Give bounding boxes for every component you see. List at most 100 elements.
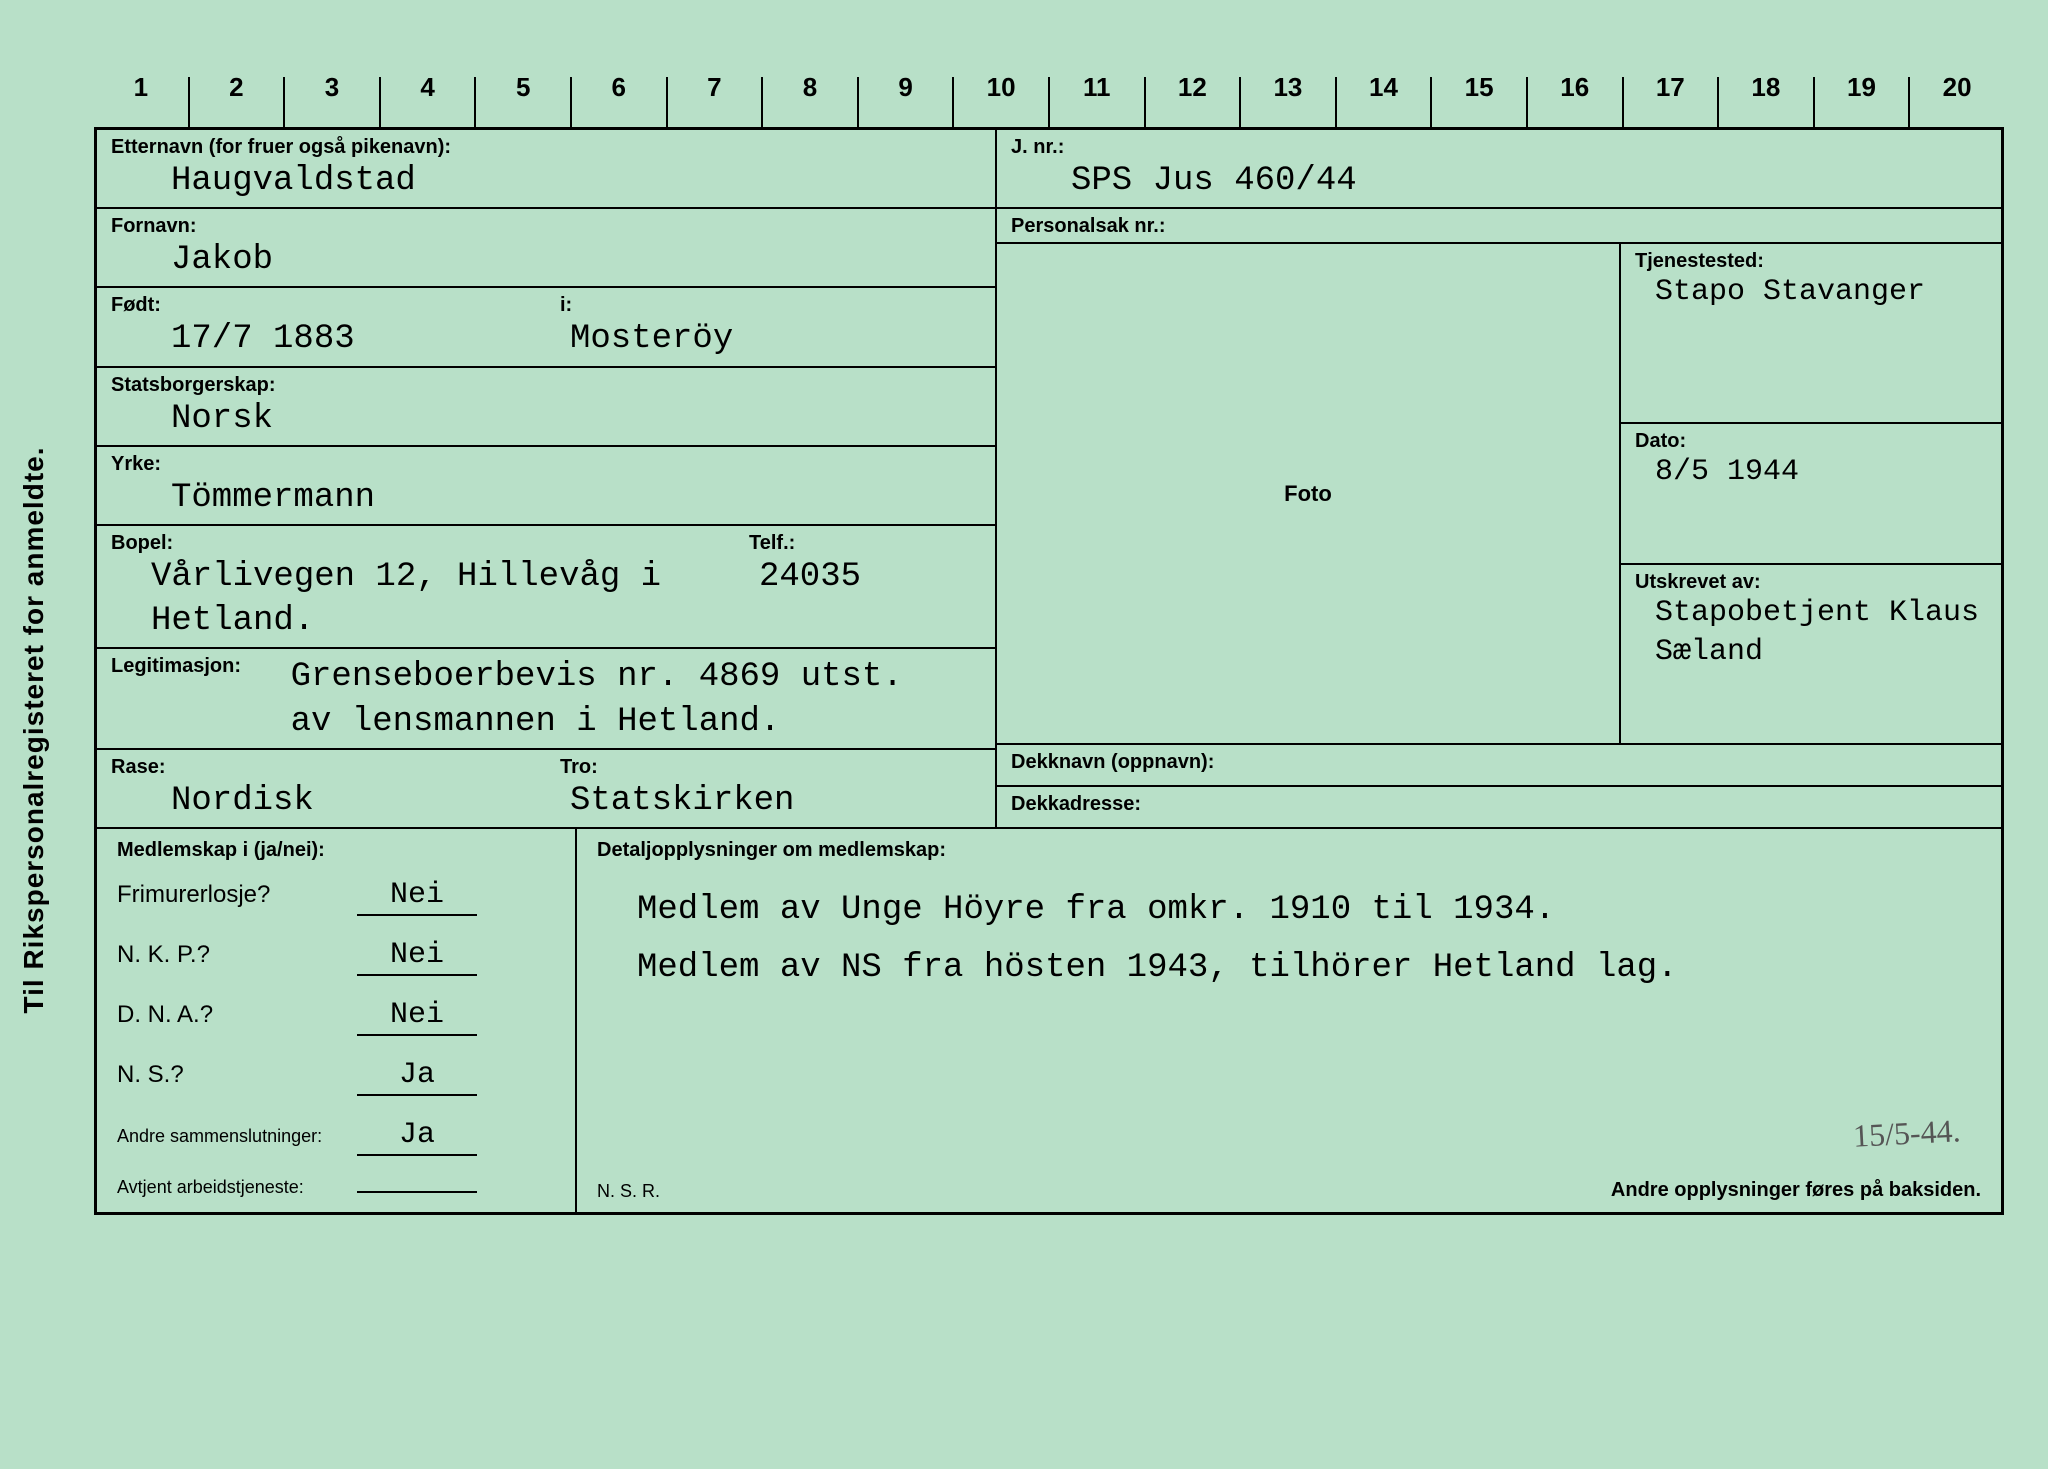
ruler-cell: 1 xyxy=(94,77,190,127)
ruler-cell: 9 xyxy=(859,77,955,127)
member-value: Nei xyxy=(357,998,477,1036)
label-yrke: Yrke: xyxy=(111,453,981,476)
label-fodt-i: i: xyxy=(560,294,981,317)
label-fornavn: Fornavn: xyxy=(111,215,981,238)
member-label: N. S.? xyxy=(117,1061,357,1089)
member-row-andre: Andre sammenslutninger: Ja xyxy=(117,1118,555,1156)
label-bopel: Bopel: xyxy=(111,532,721,555)
value-statsborger: Norsk xyxy=(111,397,981,441)
nsr-mark: N. S. R. xyxy=(597,1181,660,1202)
member-label-avtjent: Avtjent arbeidstjeneste: xyxy=(117,1178,357,1198)
field-dekknavn: Dekknavn (oppnavn): xyxy=(997,745,2001,787)
member-row-avtjent: Avtjent arbeidstjeneste: xyxy=(117,1178,555,1198)
details-line2: Medlem av NS fra hösten 1943, tilhörer H… xyxy=(597,940,1981,998)
field-fodt-row: Født: 17/7 1883 i: Mosteröy xyxy=(97,288,995,367)
label-telf: Telf.: xyxy=(749,532,981,555)
ruler-cell: 6 xyxy=(572,77,668,127)
value-yrke: Tömmermann xyxy=(111,476,981,520)
ruler-cell: 11 xyxy=(1050,77,1146,127)
value-utskrevet: Stapobetjent Klaus Sæland xyxy=(1635,594,1987,672)
label-jnr: J. nr.: xyxy=(1011,136,1987,159)
field-dekkadresse: Dekkadresse: xyxy=(997,787,2001,829)
label-personalsak: Personalsak nr.: xyxy=(1011,215,1987,238)
field-bopel-row: Bopel: Vårlivegen 12, Hillevåg i Hetland… xyxy=(97,526,995,649)
foto-placeholder: Foto xyxy=(997,244,1621,745)
vertical-title: Til Rikspersonalregisteret for anmeldte. xyxy=(18,447,50,1014)
top-ruler: 1 2 3 4 5 6 7 8 9 10 11 12 13 14 15 16 1… xyxy=(94,40,2004,130)
details-title: Detaljopplysninger om medlemskap: xyxy=(597,839,1981,862)
label-statsborger: Statsborgerskap: xyxy=(111,374,981,397)
member-value-avtjent xyxy=(357,1189,477,1193)
value-fodt-i: Mosteröy xyxy=(560,317,981,361)
value-jnr: SPS Jus 460/44 xyxy=(1011,159,1987,203)
ruler-cell: 4 xyxy=(381,77,477,127)
label-dekknavn: Dekknavn (oppnavn): xyxy=(1011,751,1987,774)
right-stack: Tjenestested: Stapo Stavanger Dato: 8/5 … xyxy=(1621,244,2001,745)
label-fodt: Født: xyxy=(111,294,532,317)
field-rase-tro: Rase: Nordisk Tro: Statskirken xyxy=(97,750,995,829)
value-dato: 8/5 1944 xyxy=(1635,453,1987,492)
ruler-cell: 8 xyxy=(763,77,859,127)
member-label: N. K. P.? xyxy=(117,941,357,969)
value-rase: Nordisk xyxy=(111,779,532,823)
ruler-cell: 19 xyxy=(1815,77,1911,127)
value-tjenestested: Stapo Stavanger xyxy=(1635,273,1987,312)
value-tro: Statskirken xyxy=(560,779,981,823)
member-label: D. N. A.? xyxy=(117,1001,357,1029)
member-value: Nei xyxy=(357,878,477,916)
value-legit: Grenseboerbevis nr. 4869 utst. av lensma… xyxy=(251,655,951,743)
field-statsborger: Statsborgerskap: Norsk xyxy=(97,368,995,447)
label-legit: Legitimasjon: xyxy=(111,655,241,677)
label-tjenestested: Tjenestested: xyxy=(1635,250,1987,273)
details-line1: Medlem av Unge Höyre fra omkr. 1910 til … xyxy=(597,882,1981,940)
left-column: Etternavn (for fruer også pikenavn): Hau… xyxy=(97,130,997,829)
field-legit: Legitimasjon: Grenseboerbevis nr. 4869 u… xyxy=(97,649,995,749)
ruler-cell: 3 xyxy=(285,77,381,127)
value-fornavn: Jakob xyxy=(111,238,981,282)
ruler-cell: 2 xyxy=(190,77,286,127)
ruler-cell: 16 xyxy=(1528,77,1624,127)
ruler-cell: 10 xyxy=(954,77,1050,127)
handwritten-date: 15/5-44. xyxy=(1853,1112,1962,1155)
right-area: J. nr.: SPS Jus 460/44 Personalsak nr.: … xyxy=(997,130,2001,829)
label-utskrevet: Utskrevet av: xyxy=(1635,571,1987,594)
ruler-cell: 13 xyxy=(1241,77,1337,127)
label-dekkadresse: Dekkadresse: xyxy=(1011,793,1987,816)
field-utskrevet: Utskrevet av: Stapobetjent Klaus Sæland xyxy=(1621,565,2001,745)
membership-title: Medlemskap i (ja/nei): xyxy=(117,839,555,862)
value-telf: 24035 xyxy=(749,555,981,599)
label-rase: Rase: xyxy=(111,756,532,779)
ruler-cell: 7 xyxy=(668,77,764,127)
field-fornavn: Fornavn: Jakob xyxy=(97,209,995,288)
member-value: Nei xyxy=(357,938,477,976)
lower-section: Medlemskap i (ja/nei): Frimurerlosje? Ne… xyxy=(94,829,2004,1215)
value-fodt: 17/7 1883 xyxy=(111,317,532,361)
field-tjenestested: Tjenestested: Stapo Stavanger xyxy=(1621,244,2001,424)
member-row: D. N. A.? Nei xyxy=(117,998,555,1036)
ruler-cell: 18 xyxy=(1719,77,1815,127)
ruler-cell: 14 xyxy=(1337,77,1433,127)
member-label-andre: Andre sammenslutninger: xyxy=(117,1127,357,1147)
member-label: Frimurerlosje? xyxy=(117,881,357,909)
label-etternavn: Etternavn (for fruer også pikenavn): xyxy=(111,136,981,159)
member-value-andre: Ja xyxy=(357,1118,477,1156)
card-content: 1 2 3 4 5 6 7 8 9 10 11 12 13 14 15 16 1… xyxy=(94,40,2004,1420)
registration-card: Til Rikspersonalregisteret for anmeldte.… xyxy=(44,40,2004,1420)
ruler-cell: 5 xyxy=(476,77,572,127)
ruler-cell: 17 xyxy=(1624,77,1720,127)
label-foto: Foto xyxy=(1284,481,1332,507)
label-dato: Dato: xyxy=(1635,430,1987,453)
value-etternavn: Haugvaldstad xyxy=(111,159,981,203)
upper-grid: Etternavn (for fruer også pikenavn): Hau… xyxy=(94,130,2004,829)
membership-column: Medlemskap i (ja/nei): Frimurerlosje? Ne… xyxy=(97,829,577,1212)
label-tro: Tro: xyxy=(560,756,981,779)
footer-note: Andre opplysninger føres på baksiden. xyxy=(1611,1179,1981,1202)
member-row: N. S.? Ja xyxy=(117,1058,555,1096)
member-row: N. K. P.? Nei xyxy=(117,938,555,976)
field-personalsak: Personalsak nr.: xyxy=(997,209,2001,244)
field-yrke: Yrke: Tömmermann xyxy=(97,447,995,526)
member-value: Ja xyxy=(357,1058,477,1096)
ruler-cell: 20 xyxy=(1910,77,2004,127)
field-jnr: J. nr.: SPS Jus 460/44 xyxy=(997,130,2001,209)
value-bopel: Vårlivegen 12, Hillevåg i Hetland. xyxy=(111,555,721,643)
